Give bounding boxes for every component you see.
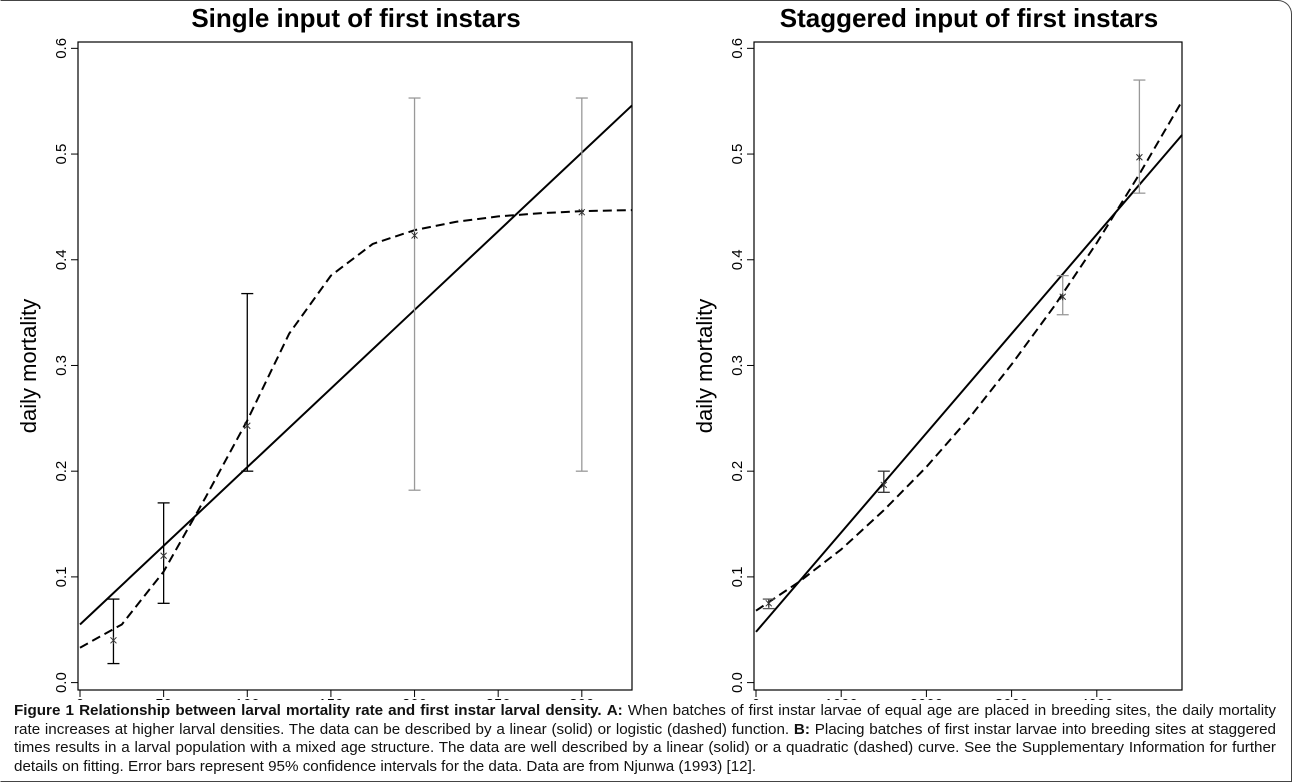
data-point xyxy=(160,552,167,560)
y-tick-label: 0.3 xyxy=(53,355,70,376)
caption-label: Figure 1 xyxy=(14,702,74,719)
y-tick-label: 0.0 xyxy=(729,672,746,693)
data-point xyxy=(578,208,586,216)
plot-box xyxy=(77,41,633,691)
error-bar xyxy=(575,97,588,472)
x-tick-label: 150 xyxy=(318,696,343,700)
y-tick-label: 0.1 xyxy=(53,566,70,587)
y-tick-label: 0.2 xyxy=(729,461,746,482)
x-tick-label: 4000 xyxy=(1080,696,1113,700)
y-axis-label: daily mortality xyxy=(692,299,717,433)
caption-title: Relationship between larval mortality ra… xyxy=(79,702,602,719)
panel-text: When batches of first instar larvae of e… xyxy=(14,702,1276,738)
panel-label: A: xyxy=(606,702,623,719)
data-point xyxy=(110,636,117,644)
x-tick-label: 2000 xyxy=(910,696,943,700)
plot-box xyxy=(753,41,1183,691)
x-tick-label: 250 xyxy=(486,696,511,700)
fit-line xyxy=(79,104,633,626)
y-tick-label: 0.5 xyxy=(53,144,70,165)
data-point xyxy=(1136,153,1143,161)
error-bar xyxy=(107,598,120,665)
error-bar xyxy=(241,292,254,472)
x-tick-label: 3000 xyxy=(995,696,1028,700)
fit-line xyxy=(755,100,1183,612)
error-bar xyxy=(408,97,421,491)
x-tick-label: 0 xyxy=(76,696,84,700)
y-tick-label: 0.2 xyxy=(53,461,70,482)
y-tick-label: 0.6 xyxy=(53,38,70,59)
x-tick-label: 50 xyxy=(155,696,172,700)
x-tick-label: 100 xyxy=(235,696,260,700)
y-tick-label: 0.6 xyxy=(729,38,746,59)
x-tick-label: 0 xyxy=(752,696,760,700)
data-point xyxy=(411,231,418,239)
x-tick-label: 300 xyxy=(569,696,594,700)
data-point xyxy=(1059,293,1067,301)
error-bar xyxy=(1133,79,1146,194)
data-point xyxy=(880,481,888,489)
y-tick-label: 0.4 xyxy=(729,249,746,270)
panel-text: Placing batches of first instar larvae i… xyxy=(14,720,1276,775)
x-tick-label: 200 xyxy=(402,696,427,700)
caption: Figure 1 Relationship between larval mor… xyxy=(14,702,1276,776)
panel-label: B: xyxy=(793,720,810,738)
y-tick-label: 0.5 xyxy=(729,144,746,165)
chart-title: Single input of first instars xyxy=(191,3,520,33)
y-tick-label: 0.4 xyxy=(53,249,70,270)
fit-line xyxy=(79,209,633,649)
data-point xyxy=(765,599,773,607)
y-axis-label: daily mortality xyxy=(16,299,41,433)
x-tick-label: 1000 xyxy=(825,696,858,700)
y-tick-label: 0.0 xyxy=(53,672,70,693)
chart-title: Staggered input of first instars xyxy=(780,3,1159,33)
fit-line xyxy=(755,134,1183,633)
y-tick-label: 0.3 xyxy=(729,355,746,376)
charts: Single input of first instars 0.0 0.1 0.2 0.… xyxy=(16,3,1183,700)
data-point xyxy=(243,422,251,430)
y-tick-label: 0.1 xyxy=(729,566,746,587)
